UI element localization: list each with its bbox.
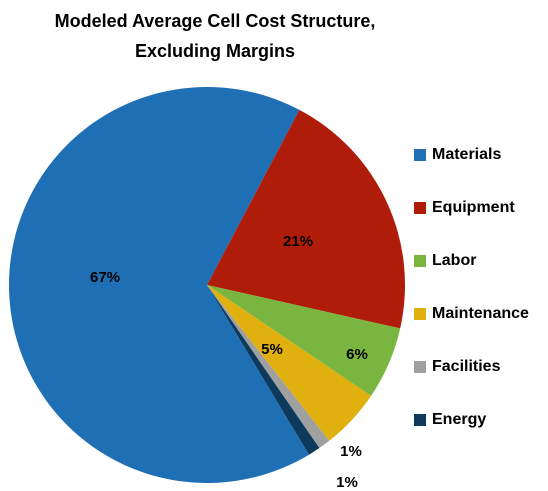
legend-swatch bbox=[414, 308, 426, 320]
chart-title: Excluding Margins bbox=[135, 41, 295, 61]
legend-label: Materials bbox=[432, 146, 501, 163]
pie-slice bbox=[207, 109, 405, 329]
legend-swatch bbox=[414, 414, 426, 426]
pie-slice bbox=[207, 285, 372, 441]
pie-slice bbox=[8, 87, 309, 484]
legend-label: Labor bbox=[432, 252, 476, 269]
legend-swatch bbox=[414, 361, 426, 373]
data-label: 5% bbox=[261, 341, 283, 358]
legend-label: Maintenance bbox=[432, 305, 529, 322]
data-label: 21% bbox=[283, 233, 313, 250]
legend-label: Equipment bbox=[432, 199, 515, 216]
legend-swatch bbox=[414, 255, 426, 267]
legend-label: Facilities bbox=[432, 358, 501, 375]
data-label: 6% bbox=[346, 346, 368, 363]
data-label: 1% bbox=[340, 443, 362, 460]
legend-swatch bbox=[414, 149, 426, 161]
data-label: 67% bbox=[90, 269, 120, 286]
pie-slice bbox=[207, 285, 320, 455]
pie-slice bbox=[207, 285, 401, 396]
legend-label: Energy bbox=[432, 411, 486, 428]
chart-title: Modeled Average Cell Cost Structure, bbox=[55, 11, 376, 31]
pie-slice bbox=[207, 285, 330, 449]
legend-swatch bbox=[414, 202, 426, 214]
data-label: 1% bbox=[336, 474, 358, 491]
